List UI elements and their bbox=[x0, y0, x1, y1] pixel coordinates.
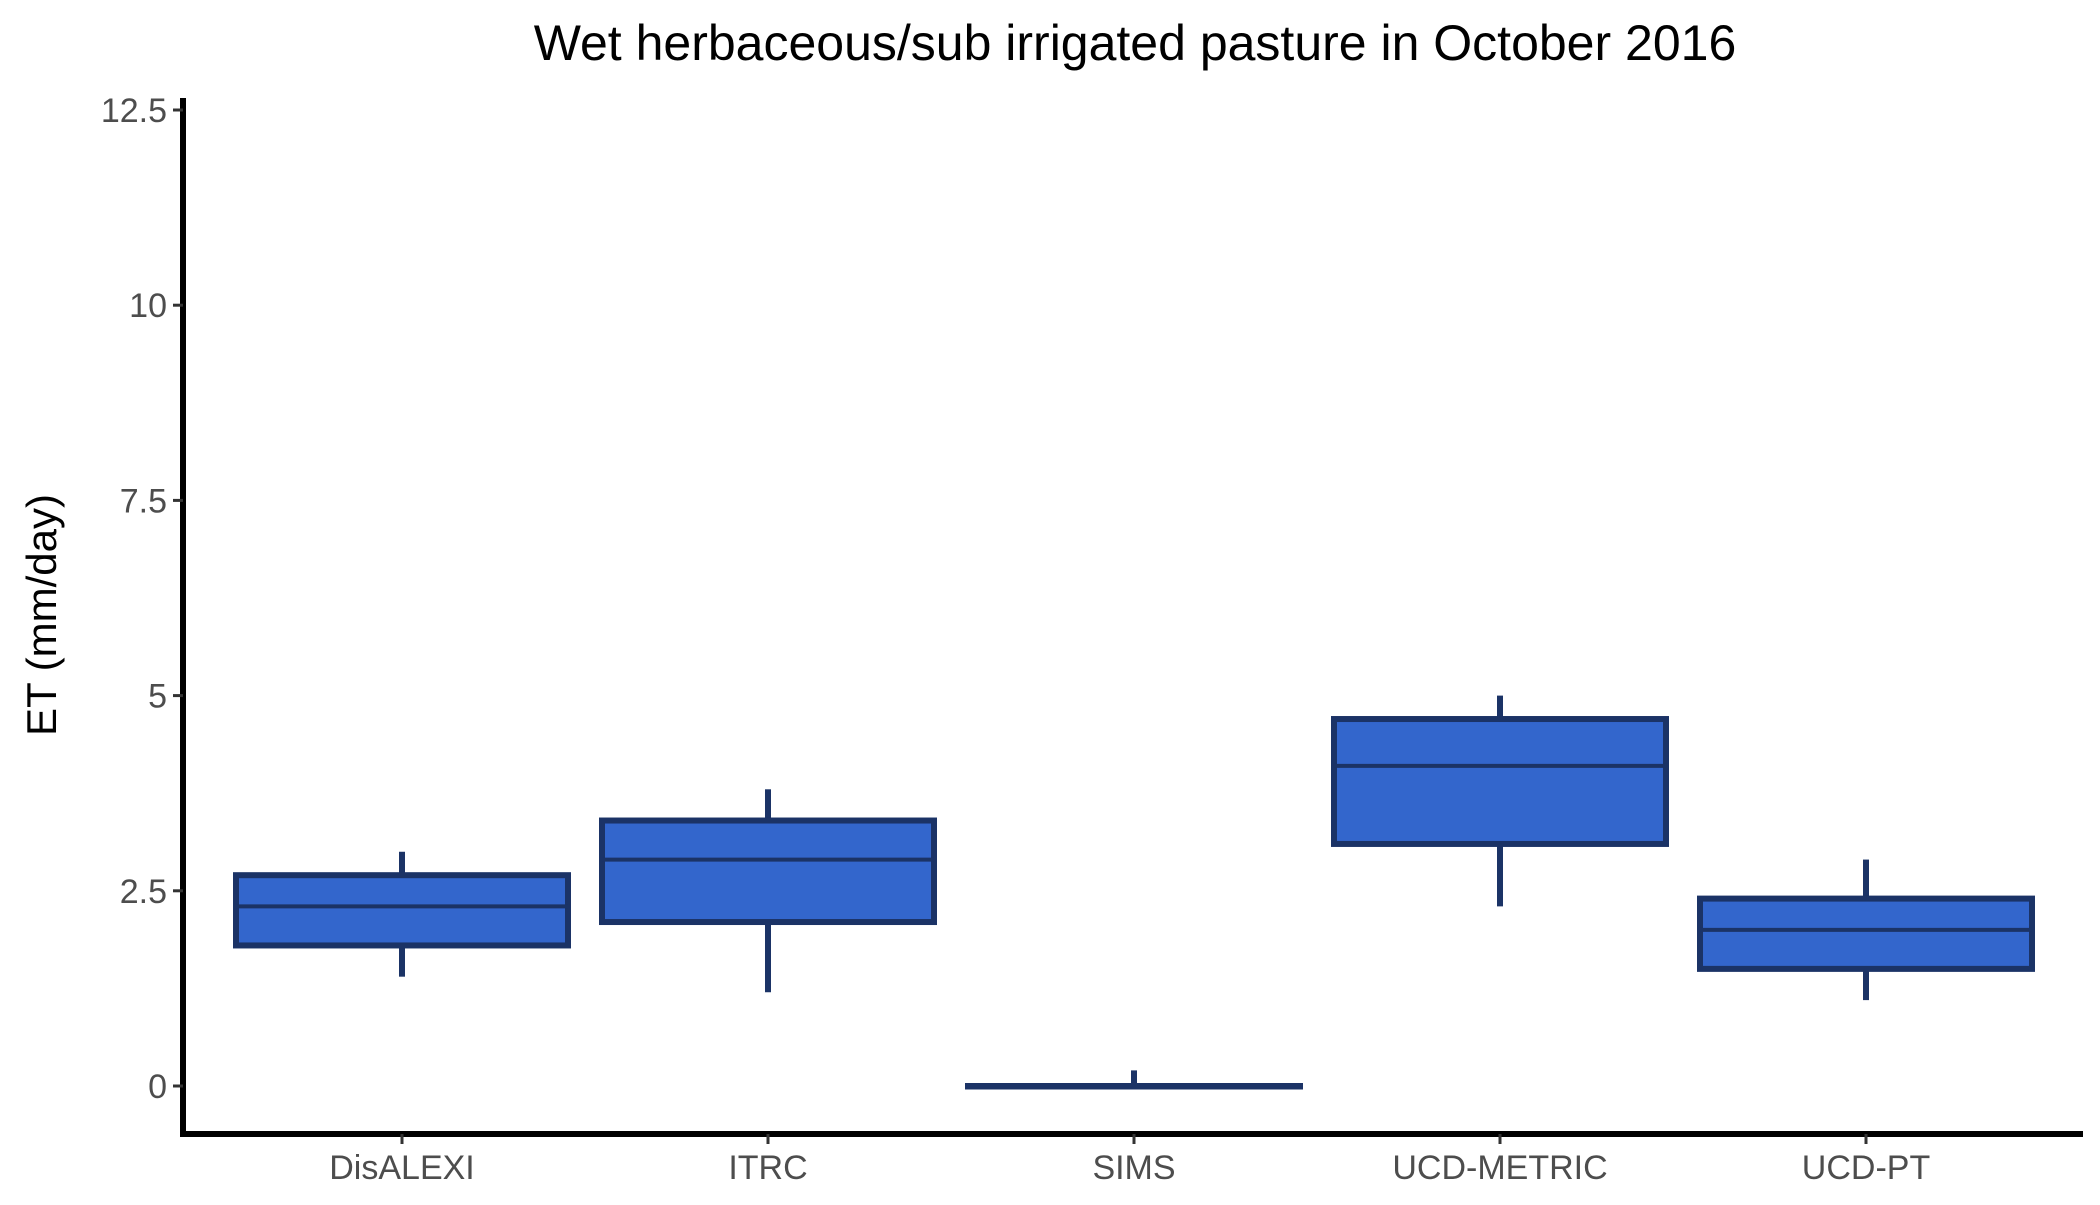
y-tick-label: 12.5 bbox=[101, 92, 167, 130]
y-tick-label: 0 bbox=[148, 1068, 167, 1106]
box-disalexi bbox=[233, 851, 571, 977]
chart-title: Wet herbaceous/sub irrigated pasture in … bbox=[534, 15, 1737, 71]
box-rect bbox=[1331, 716, 1669, 847]
box-itrc bbox=[599, 789, 937, 993]
y-tick-label: 5 bbox=[148, 678, 167, 716]
x-tick-label: ITRC bbox=[728, 1149, 807, 1187]
box-ucd-pt bbox=[1697, 859, 2035, 1001]
y-tick-label: 10 bbox=[129, 287, 167, 325]
boxes-group bbox=[233, 695, 2035, 1090]
axes: 0 2.5 5 7.5 10 12.5 DisALEXI ITRC SIMS UCD-METRIC… bbox=[101, 92, 2083, 1187]
y-tick-label: 2.5 bbox=[120, 873, 167, 911]
y-tick-label: 7.5 bbox=[120, 482, 167, 520]
box-rect bbox=[1697, 895, 2035, 972]
box-rect bbox=[599, 817, 937, 926]
x-tick-label: UCD-METRIC bbox=[1392, 1149, 1607, 1187]
box-rect bbox=[233, 872, 571, 949]
y-axis-label: ET (mm/day) bbox=[18, 494, 65, 736]
x-tick-label: SIMS bbox=[1092, 1149, 1175, 1187]
x-tick-label: UCD-PT bbox=[1802, 1149, 1930, 1187]
box-ucd-metric bbox=[1331, 695, 1669, 907]
x-tick-label: DisALEXI bbox=[329, 1149, 475, 1187]
box-sims bbox=[965, 1070, 1303, 1090]
